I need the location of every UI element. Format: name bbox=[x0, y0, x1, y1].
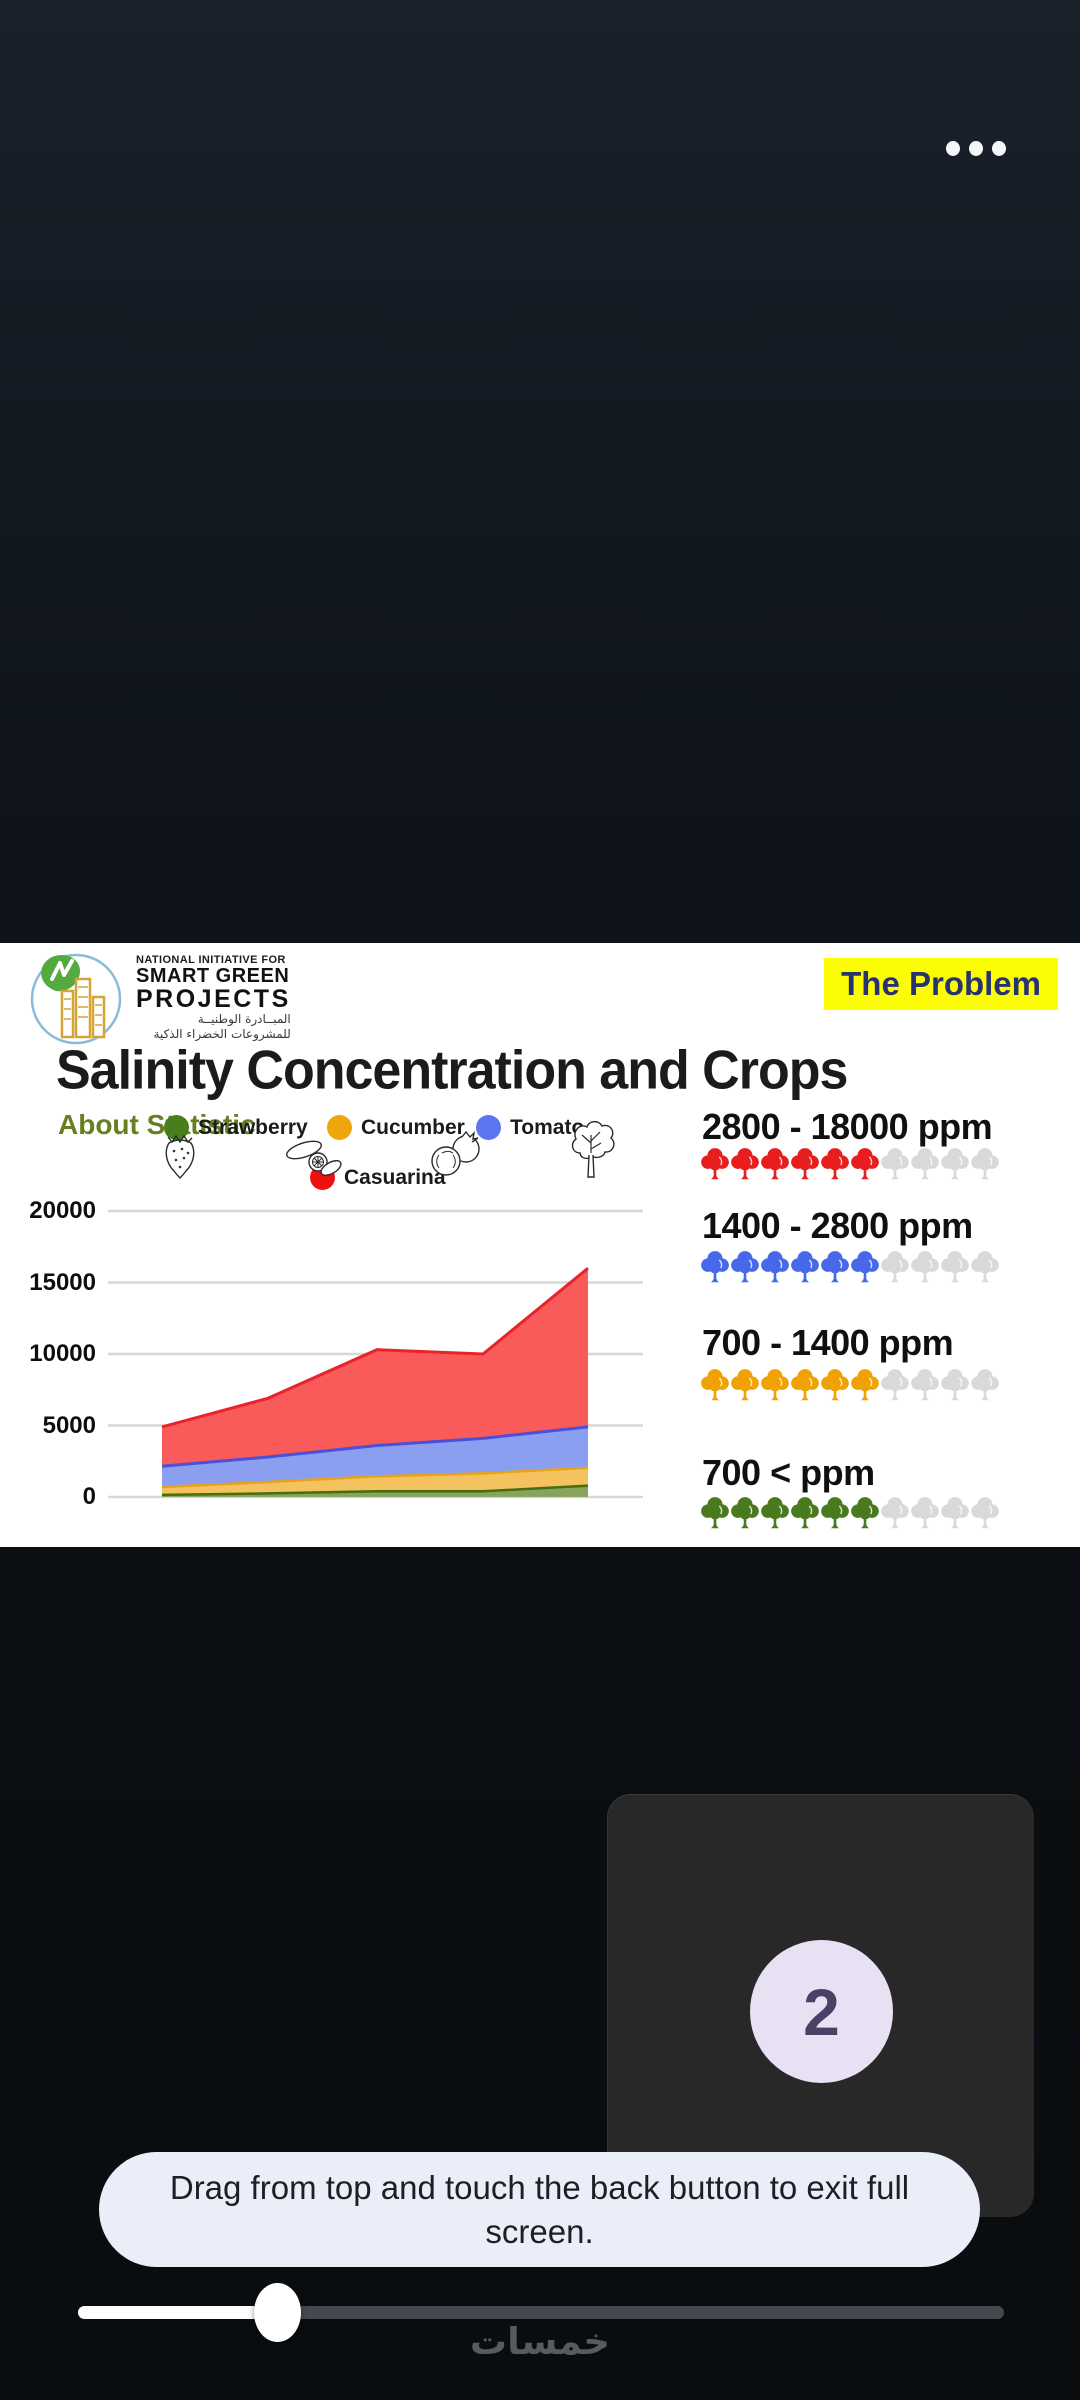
legend-label: Cucumber bbox=[361, 1115, 465, 1139]
y-axis-tick-label: 15000 bbox=[29, 1268, 96, 1296]
tree-icon bbox=[821, 1369, 849, 1401]
tree-icon bbox=[791, 1251, 819, 1283]
tree-icon bbox=[971, 1497, 999, 1529]
tree-rating-row bbox=[700, 1367, 1000, 1403]
salinity-range-label: 2800 - 18000 ppm bbox=[702, 1106, 993, 1147]
tree-icon bbox=[851, 1148, 879, 1180]
legend-label: Casuarina bbox=[344, 1165, 446, 1189]
tree-icon bbox=[731, 1251, 759, 1283]
tree-icon bbox=[941, 1148, 969, 1180]
tree-icon bbox=[701, 1369, 729, 1401]
tree-icon bbox=[911, 1497, 939, 1529]
tree-icon bbox=[761, 1369, 789, 1401]
tree-icon bbox=[731, 1497, 759, 1529]
tree-icon bbox=[911, 1369, 939, 1401]
tree-icon bbox=[701, 1251, 729, 1283]
tree-icon bbox=[851, 1251, 879, 1283]
strawberry-doodle-icon bbox=[165, 1134, 195, 1179]
legend-item-tomato: Tomato bbox=[476, 1115, 584, 1140]
slide-subtitle: About Statistic bbox=[58, 1109, 256, 1140]
slide-title: Salinity Concentration and Crops bbox=[56, 1040, 848, 1101]
legend-label: Strawberry bbox=[198, 1115, 308, 1139]
slide: NATIONAL INITIATIVE FOR SMART GREEN PROJ… bbox=[0, 943, 1080, 1547]
tree-rating-row bbox=[700, 1249, 1000, 1285]
tree-icon bbox=[701, 1148, 729, 1180]
tree-icon bbox=[731, 1148, 759, 1180]
salinity-range-label: 700 - 1400 ppm bbox=[702, 1322, 954, 1363]
tree-icon bbox=[791, 1497, 819, 1529]
y-axis-tick-label: 5000 bbox=[42, 1411, 96, 1439]
stacked-area-chart bbox=[108, 1209, 643, 1499]
legend-label: Tomato bbox=[510, 1115, 585, 1139]
casuarina-tree-doodle-icon bbox=[571, 1120, 615, 1178]
tree-icon bbox=[821, 1251, 849, 1283]
cucumber-doodle-icon bbox=[286, 1140, 342, 1176]
progress-slider-fill bbox=[78, 2306, 272, 2319]
logo-arabic-line2: للمشروعات الخضراء الذكية bbox=[153, 1027, 291, 1042]
tree-icon bbox=[881, 1251, 909, 1283]
tree-icon bbox=[971, 1251, 999, 1283]
tree-icon bbox=[941, 1251, 969, 1283]
progress-slider-thumb[interactable] bbox=[254, 2283, 301, 2342]
tree-icon bbox=[731, 1369, 759, 1401]
legend-item-cucumber: Cucumber bbox=[327, 1115, 465, 1140]
tree-icon bbox=[971, 1148, 999, 1180]
tree-icon bbox=[911, 1148, 939, 1180]
overflow-menu-icon[interactable] bbox=[946, 141, 1006, 156]
salinity-range-label: 700 < ppm bbox=[702, 1452, 875, 1493]
tree-icon bbox=[791, 1148, 819, 1180]
logo-arabic-line1: المبــادرة الوطنيــة bbox=[197, 1012, 291, 1027]
logo-line1: NATIONAL INITIATIVE FOR bbox=[136, 954, 286, 966]
tree-rating-row bbox=[700, 1146, 1000, 1182]
organization-logo: NATIONAL INITIATIVE FOR SMART GREEN PROJ… bbox=[26, 947, 291, 1047]
legend-dot-icon bbox=[327, 1115, 352, 1140]
toast-message: Drag from top and touch the back button … bbox=[169, 2168, 910, 2250]
page-number: 2 bbox=[803, 1974, 840, 2049]
logo-line2: SMART GREEN bbox=[136, 965, 290, 988]
tree-icon bbox=[881, 1497, 909, 1529]
tree-icon bbox=[761, 1497, 789, 1529]
tree-icon bbox=[911, 1251, 939, 1283]
tree-icon bbox=[701, 1497, 729, 1529]
tree-icon bbox=[881, 1369, 909, 1401]
logo-line3: PROJECTS bbox=[136, 984, 291, 1013]
tree-icon bbox=[881, 1148, 909, 1180]
tree-icon bbox=[851, 1369, 879, 1401]
tree-icon bbox=[971, 1369, 999, 1401]
y-axis-tick-label: 10000 bbox=[29, 1340, 96, 1367]
tree-icon bbox=[821, 1148, 849, 1180]
progress-slider-track[interactable] bbox=[78, 2306, 1004, 2319]
watermark-text: خمسات bbox=[469, 2320, 611, 2363]
legend-dot-icon bbox=[476, 1115, 501, 1140]
tree-icon bbox=[761, 1148, 789, 1180]
tree-icon bbox=[821, 1497, 849, 1529]
tree-icon bbox=[851, 1497, 879, 1529]
tomato-doodle-icon bbox=[431, 1131, 480, 1176]
tree-icon bbox=[941, 1497, 969, 1529]
section-badge: The Problem bbox=[824, 958, 1058, 1010]
y-axis-tick-label: 20000 bbox=[29, 1197, 96, 1224]
salinity-range-label: 1400 - 2800 ppm bbox=[702, 1205, 973, 1246]
y-axis-tick-label: 0 bbox=[82, 1483, 96, 1510]
smart-green-projects-logo-icon bbox=[30, 953, 122, 1045]
tree-icon bbox=[791, 1369, 819, 1401]
tree-icon bbox=[941, 1369, 969, 1401]
toast: Drag from top and touch the back button … bbox=[99, 2152, 980, 2267]
page-indicator: 2 bbox=[750, 1940, 893, 2083]
tree-icon bbox=[761, 1251, 789, 1283]
next-slide-preview-card[interactable]: 2 bbox=[607, 1794, 1034, 2217]
tree-rating-row bbox=[700, 1495, 1000, 1531]
